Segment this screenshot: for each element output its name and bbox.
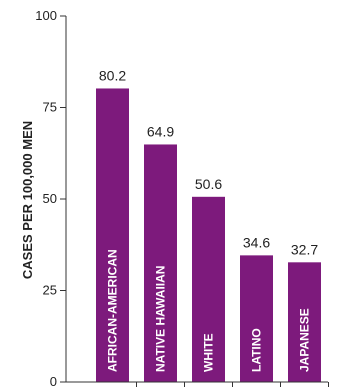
data-label: 50.6 — [195, 176, 222, 192]
category-label: JAPANESE — [298, 308, 312, 372]
category-label: AFRICAN-AMERICAN — [106, 249, 120, 372]
bar — [192, 196, 225, 382]
data-label: 32.7 — [291, 241, 318, 257]
category-label: LATINO — [250, 328, 264, 372]
bar — [288, 262, 321, 382]
y-axis: 0 25 50 75 100 — [35, 8, 67, 389]
data-label: 64.9 — [147, 123, 174, 139]
y-tick-label: 75 — [43, 100, 57, 115]
y-tick-label: 50 — [43, 191, 57, 206]
y-axis-label: CASES PER 100,000 MEN — [20, 121, 35, 279]
data-label: 34.6 — [243, 234, 270, 250]
bar — [240, 255, 273, 382]
data-label: 80.2 — [99, 67, 126, 83]
bar — [144, 144, 177, 382]
y-tick-label: 0 — [50, 374, 57, 389]
bar — [96, 88, 129, 382]
x-axis — [66, 381, 329, 387]
bars: 80.2 AFRICAN-AMERICAN 64.9 NATIVE HAWAIIAN 5… — [96, 67, 321, 382]
y-tick-label: 25 — [43, 283, 57, 298]
y-tick-label: 100 — [35, 8, 57, 23]
category-label: NATIVE HAWAIIAN — [154, 266, 168, 372]
category-label: WHITE — [202, 333, 216, 372]
